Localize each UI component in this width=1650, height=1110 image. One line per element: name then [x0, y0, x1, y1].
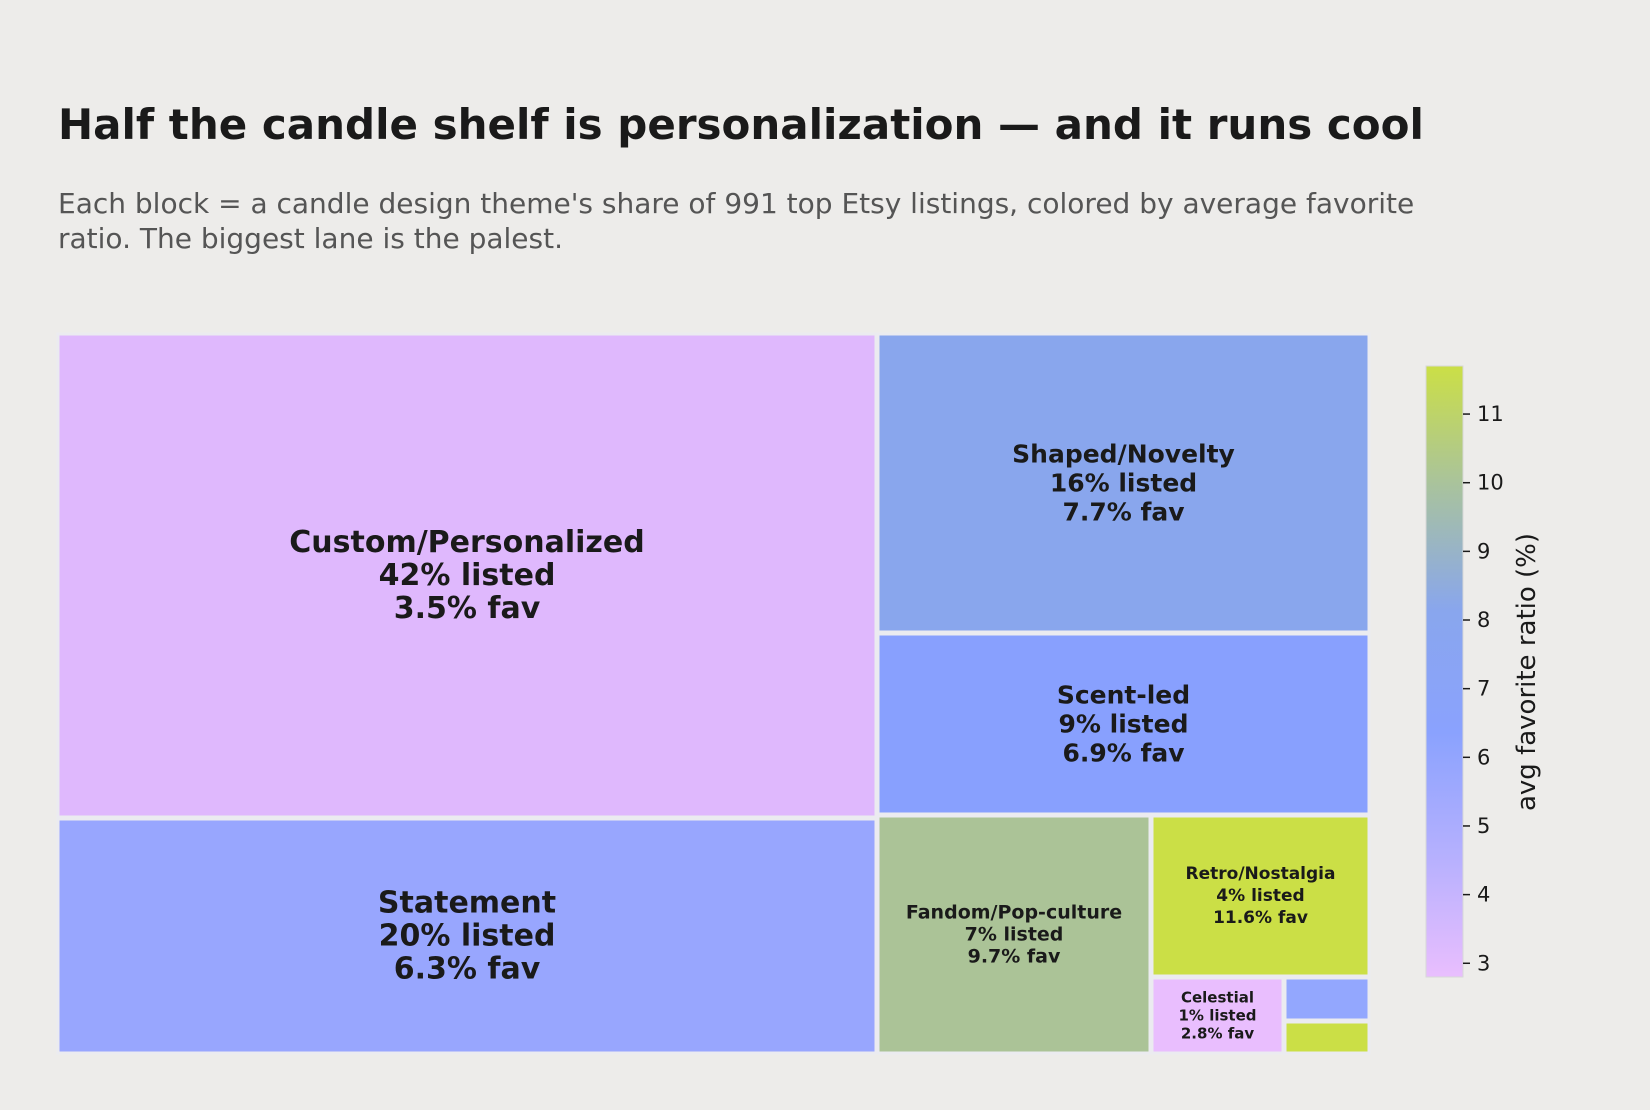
block-rect — [1283, 1020, 1371, 1055]
block-label-line1: Scent-led — [1057, 681, 1190, 710]
block-rect — [56, 817, 878, 1055]
colorbar-gradient — [1425, 365, 1464, 978]
block-label-line3: 3.5% fav — [394, 591, 541, 626]
block-label-line2: 42% listed — [379, 558, 556, 593]
block-label-line2: 20% listed — [379, 919, 556, 954]
colorbar-tick-label: 11 — [1477, 402, 1504, 426]
block-rect — [1283, 976, 1371, 1022]
colorbar-tick-label: 7 — [1477, 677, 1490, 701]
block-label-line2: 4% listed — [1216, 886, 1304, 906]
block-label-line1: Statement — [378, 886, 556, 921]
block-rect — [1150, 814, 1371, 978]
block-label-line3: 11.6% fav — [1213, 908, 1308, 928]
block-label-line2: 9% listed — [1059, 710, 1189, 739]
block-label-line1: Custom/Personalized — [289, 525, 644, 560]
block-label-line1: Celestial — [1181, 989, 1254, 1007]
block-label-line1: Fandom/Pop-culture — [906, 902, 1122, 924]
block-label-line1: Shaped/Novelty — [1012, 440, 1235, 469]
block-rect — [876, 632, 1371, 816]
colorbar: 3 4 5 6 7 8 9 10 11 avg favorite ratio (%) — [1425, 365, 1542, 978]
block-label-line1: Retro/Nostalgia — [1186, 864, 1336, 884]
chart-subtitle: Each block = a candle design theme's sha… — [58, 187, 1415, 255]
block-label-line3: 2.8% fav — [1181, 1025, 1254, 1043]
colorbar-tick-label: 10 — [1477, 471, 1504, 495]
block-label-line3: 7.7% fav — [1062, 498, 1184, 527]
block-unlabeled-7 — [1283, 976, 1371, 1022]
block-unlabeled-8 — [1283, 1020, 1371, 1055]
block-label-line3: 6.9% fav — [1062, 739, 1184, 768]
colorbar-tick-label: 3 — [1477, 951, 1490, 975]
block-label-line2: 1% listed — [1179, 1007, 1257, 1025]
block-label-line2: 16% listed — [1050, 469, 1197, 498]
block-rect — [876, 332, 1371, 634]
block-label-line3: 6.3% fav — [394, 952, 541, 987]
colorbar-tick-label: 8 — [1477, 608, 1490, 632]
colorbar-tick-label: 4 — [1477, 883, 1490, 907]
block-rect — [1150, 976, 1285, 1055]
colorbar-tick-label: 9 — [1477, 539, 1490, 563]
colorbar-label: avg favorite ratio (%) — [1512, 533, 1542, 811]
block-rect — [876, 814, 1152, 1055]
colorbar-tick-label: 6 — [1477, 745, 1490, 769]
chart-title: Half the candle shelf is personalization… — [58, 100, 1424, 149]
block-rect — [56, 332, 878, 819]
colorbar-tick-label: 5 — [1477, 814, 1490, 838]
block-label-line2: 7% listed — [965, 924, 1064, 946]
block-label-line3: 9.7% fav — [968, 946, 1061, 968]
